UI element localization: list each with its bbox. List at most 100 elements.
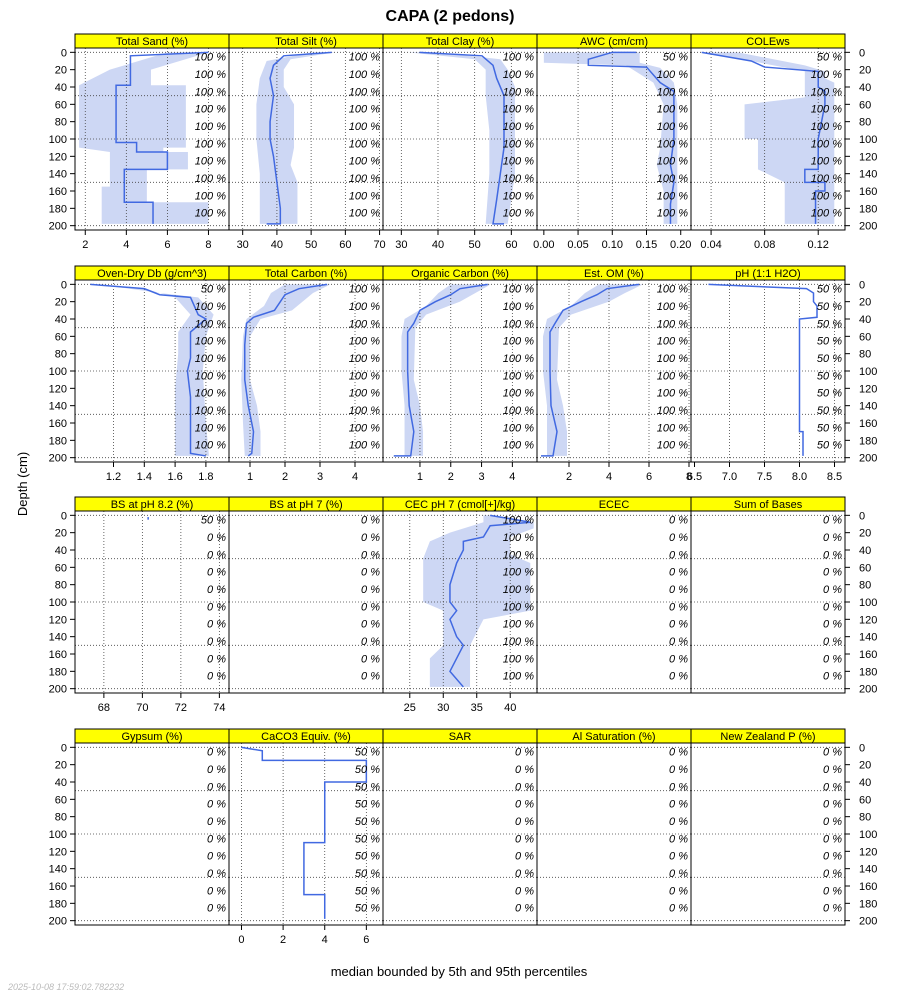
y-tick-label: 100 [49,829,67,841]
pct-label: 50 % [817,284,842,296]
x-tick-label: 3 [478,471,484,483]
y-tick-label: 80 [859,812,871,824]
x-tick-label: 6 [363,934,369,946]
pct-label: 0 % [669,851,688,863]
y-tick-label: 100 [49,134,67,146]
median-line [393,283,488,457]
pct-label: 100 % [811,104,842,116]
pct-label: 100 % [195,173,226,185]
pct-label: 100 % [503,86,534,98]
x-tick-label: 30 [237,239,249,251]
pct-label: 100 % [503,584,534,596]
y-tick-label: 0 [61,47,67,59]
pct-label: 100 % [349,86,380,98]
pct-label: 50 % [663,52,688,64]
pct-label: 50 % [355,816,380,828]
pct-label: 100 % [503,52,534,64]
pct-label: 50 % [355,885,380,897]
percentile-band [90,284,214,456]
panel: Al Saturation (%) 0 % 0 % 0 % 0 % 0 % 0 % 0 % 0 … [536,728,692,926]
x-tick-label: 0.05 [567,239,588,251]
pct-label: 50 % [817,440,842,452]
panel: Sum of Bases 0 % 0 % 0 % 0 % 0 % 0 % 0 % 0 % 0 % 0… [690,496,877,696]
panel: ECEC 0 % 0 % 0 % 0 % 0 % 0 % 0 % 0 % 0 % 0 % [536,496,692,694]
pct-label: 0 % [207,833,226,845]
y-tick-label: 140 [49,632,67,644]
percentile-band [241,284,331,456]
pct-label: 0 % [207,636,226,648]
x-tick-label: 30 [395,239,407,251]
pct-label: 0 % [823,532,842,544]
panel-title: pH (1:1 H2O) [735,268,800,280]
x-axis-label: median bounded by 5th and 95th percentil… [331,964,588,979]
pct-label: 0 % [361,549,380,561]
x-tick-label: 8 [686,471,692,483]
x-tick-label: 0.04 [700,239,721,251]
pct-label: 100 % [657,336,688,348]
x-tick-label: 6 [164,239,170,251]
y-tick-label: 200 [859,453,877,465]
pct-label: 100 % [349,284,380,296]
pct-label: 0 % [515,764,534,776]
pct-label: 50 % [355,781,380,793]
y-tick-label: 100 [859,829,877,841]
y-tick-label: 60 [55,331,67,343]
y-tick-label: 160 [49,881,67,893]
percentile-band [543,284,643,456]
pct-label: 0 % [207,601,226,613]
pct-label: 50 % [201,284,226,296]
y-tick-label: 160 [859,649,877,661]
pct-label: 100 % [349,104,380,116]
pct-label: 0 % [207,764,226,776]
y-tick-label: 20 [859,528,871,540]
y-tick-label: 20 [55,297,67,309]
pct-label: 0 % [669,764,688,776]
pct-label: 100 % [195,301,226,313]
x-tick-label: 0.20 [670,239,691,251]
pct-label: 100 % [503,284,534,296]
pct-label: 50 % [817,405,842,417]
pct-label: 100 % [195,86,226,98]
x-tick-label: 1.2 [106,471,121,483]
y-tick-label: 140 [859,632,877,644]
pct-label: 100 % [503,336,534,348]
panel-title: Total Clay (%) [426,36,494,48]
y-tick-label: 80 [859,117,871,129]
y-tick-label: 60 [55,99,67,111]
y-tick-label: 200 [859,221,877,233]
pct-label: 0 % [361,567,380,579]
y-tick-label: 20 [859,297,871,309]
pct-label: 0 % [207,816,226,828]
median-line [587,51,675,224]
y-tick-label: 0 [61,742,67,754]
pct-label: 0 % [207,619,226,631]
pct-label: 0 % [207,781,226,793]
x-tick-label: 6.5 [687,471,702,483]
pct-label: 0 % [515,833,534,845]
pct-label: 0 % [823,619,842,631]
pct-label: 100 % [657,138,688,150]
y-tick-label: 180 [49,898,67,910]
x-tick-label: 60 [339,239,351,251]
pct-label: 0 % [207,584,226,596]
y-tick-label: 40 [859,82,871,94]
panel-title: CEC pH 7 (cmol[+]/kg) [405,499,515,511]
x-tick-label: 35 [471,702,483,714]
y-tick-label: 80 [55,580,67,592]
y-tick-label: 100 [49,597,67,609]
pct-label: 0 % [669,532,688,544]
pct-label: 0 % [823,903,842,915]
pct-label: 100 % [195,405,226,417]
percentile-band [701,52,835,224]
pct-label: 100 % [195,208,226,220]
percentile-band [408,52,515,224]
pct-label: 0 % [823,851,842,863]
y-tick-label: 120 [859,151,877,163]
y-tick-label: 100 [49,366,67,378]
panel: Total Silt (%) 100 % 100 % 100 % 100 % 100 % 1… [228,33,386,251]
pct-label: 0 % [823,747,842,759]
percentile-band [423,515,534,687]
x-tick-label: 30 [437,702,449,714]
panel: New Zealand P (%) 0 % 0 % 0 % 0 % 0 % 0 % 0 % 0 … [690,728,877,928]
panel-title: Gypsum (%) [121,731,182,743]
